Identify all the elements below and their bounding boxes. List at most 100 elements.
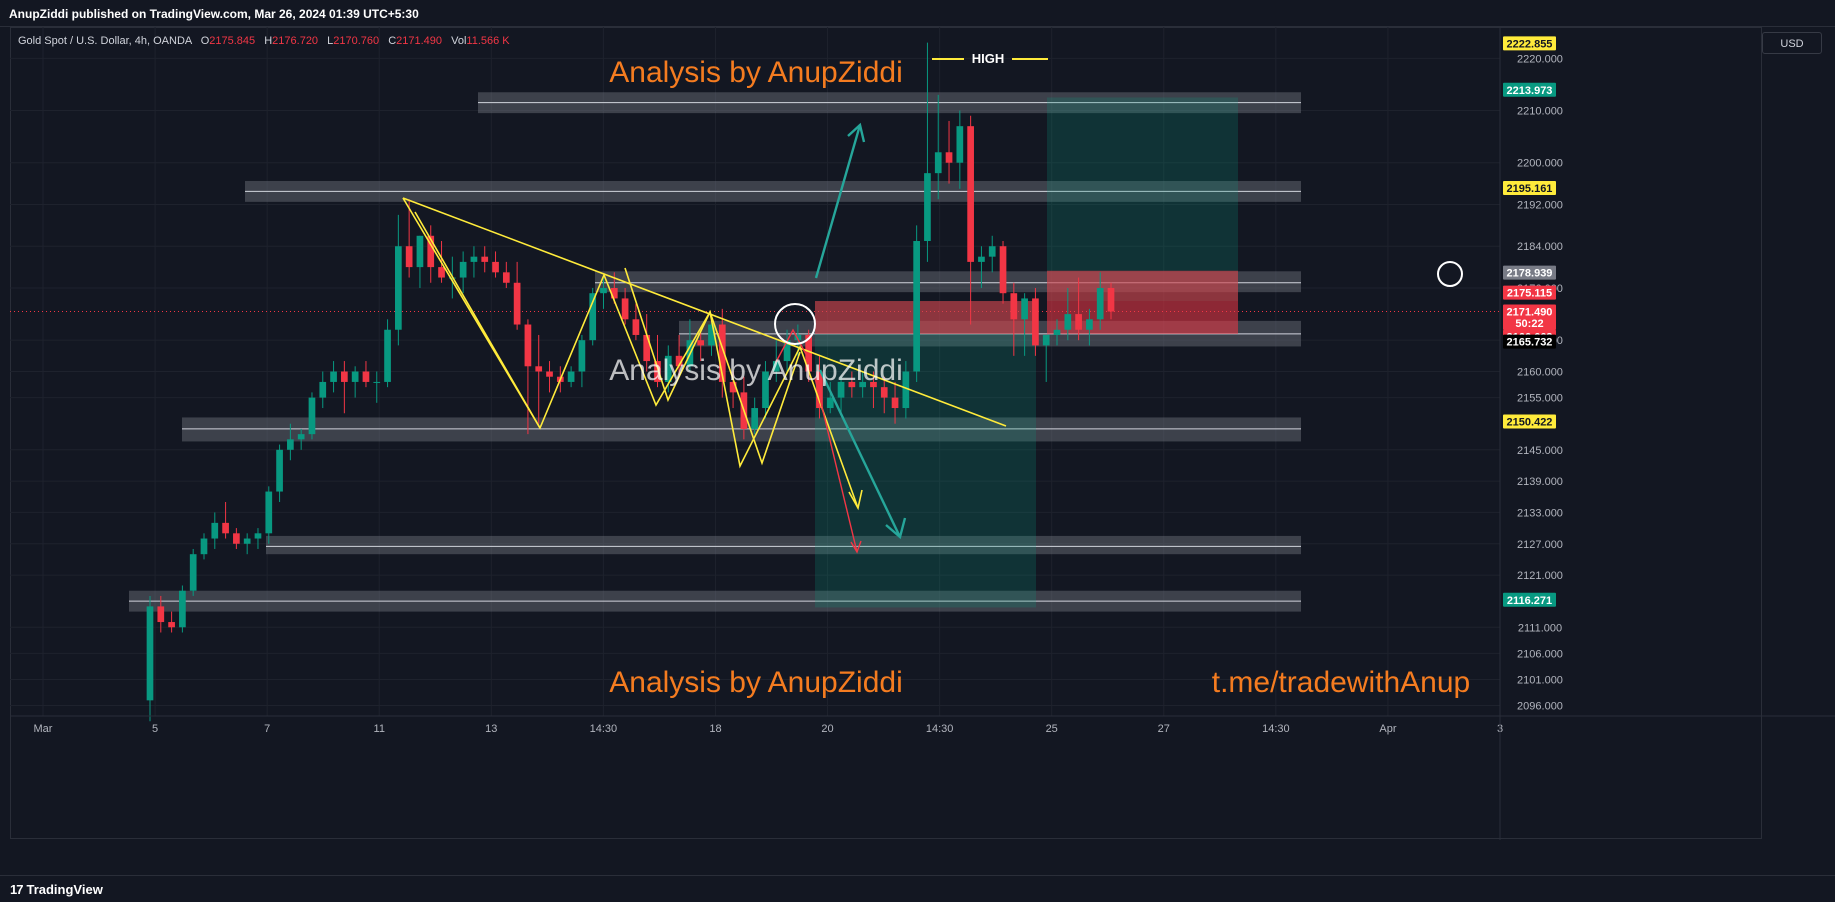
telegram-link[interactable]: t.me/tradewithAnup [1212,666,1470,699]
candle-bull[interactable] [589,293,597,341]
candle-bear[interactable] [405,246,413,268]
bullish-target-arrow[interactable] [814,124,862,279]
candle-bull[interactable] [794,334,802,341]
candle-bear[interactable] [513,282,521,325]
position-loss-area[interactable] [815,301,1036,334]
candle-bull[interactable] [265,491,273,534]
candle-bull[interactable] [470,256,478,262]
candle-bull[interactable] [200,538,208,555]
candle-bull[interactable] [913,241,920,372]
candle-bear[interactable] [546,371,553,377]
candle-bear[interactable] [1010,293,1018,320]
candle-bear[interactable] [729,381,737,393]
candle-bull[interactable] [1021,298,1028,320]
candle-bull[interactable] [762,371,769,409]
candle-bear[interactable] [502,272,510,283]
candle-bull[interactable] [988,246,996,257]
candle-bear[interactable] [816,371,823,409]
candle-bear[interactable] [1032,298,1039,346]
candle-bear[interactable] [492,261,499,273]
candle-bull[interactable] [308,397,316,435]
candle-bear[interactable] [718,324,726,382]
candle-bear[interactable] [643,334,651,362]
candle-bull[interactable] [600,287,607,294]
candle-bear[interactable] [524,324,532,367]
candle-bear[interactable] [168,622,175,628]
candle-bull[interactable] [416,235,424,268]
candle-bear[interactable] [880,387,888,398]
candle-bull[interactable] [287,439,294,450]
descending-trendline[interactable] [402,197,1007,427]
candle-bull[interactable] [772,361,780,372]
candle-bear[interactable] [967,126,974,262]
candle-bull[interactable] [978,256,985,262]
candle-bull[interactable] [297,434,305,440]
candle-bull[interactable] [276,449,283,492]
candle-bear[interactable] [891,397,899,409]
candle-bear[interactable] [438,267,445,278]
candle-bear[interactable] [341,371,348,382]
candle-bull[interactable] [179,590,186,628]
candle-bull[interactable] [567,371,575,382]
candle-bull[interactable] [783,340,791,362]
chart-pane[interactable] [10,27,1762,839]
candle-bear[interactable] [675,355,683,367]
red-projection-line[interactable] [814,377,858,553]
candle-bull[interactable] [578,340,586,372]
candle-bear[interactable] [654,361,661,382]
candle-bull[interactable] [859,381,866,388]
candle-bear[interactable] [481,256,489,262]
position-profit-area[interactable] [815,301,1036,608]
candle-bull[interactable] [254,533,262,539]
position-profit-area[interactable] [1047,97,1238,302]
candle-bear[interactable] [632,319,640,335]
candle-bear[interactable] [697,340,705,346]
candle-bear[interactable] [848,381,856,388]
candle-bear[interactable] [610,287,618,299]
candle-bull[interactable] [826,397,834,409]
candle-bull[interactable] [330,371,337,382]
pattern-inner-line[interactable] [624,267,801,466]
candle-bull[interactable] [1064,314,1072,330]
pattern-leg-line[interactable] [414,211,541,429]
candle-bear[interactable] [1107,287,1115,312]
pattern-zigzag-line[interactable] [402,197,859,509]
candle-bear[interactable] [535,366,543,372]
breakout-circle[interactable] [774,303,816,345]
tradingview-logo[interactable]: 17 TradingView [10,882,103,897]
candle-bull[interactable] [373,381,381,383]
candle-bull[interactable] [1086,319,1093,330]
marker-circle[interactable] [1437,261,1463,287]
candle-bear[interactable] [1075,314,1082,330]
candle-bear[interactable] [621,298,629,320]
candle-bull[interactable] [664,355,672,382]
candle-bull[interactable] [459,261,467,278]
candle-bull[interactable] [211,522,219,539]
candle-bull[interactable] [319,381,327,398]
candle-bear[interactable] [233,533,240,544]
candle-bull[interactable] [189,554,197,591]
candle-bull[interactable] [902,371,910,409]
sr-zone[interactable] [266,535,1301,555]
candle-bull[interactable] [924,173,931,242]
candle-bear[interactable] [362,371,370,382]
candle-bear[interactable] [157,606,165,623]
candle-bear[interactable] [945,152,953,163]
candle-bear[interactable] [222,522,229,534]
candle-bull[interactable] [934,152,942,174]
candle-bull[interactable] [395,246,402,330]
candle-bull[interactable] [956,126,964,163]
candle-bull[interactable] [1096,287,1104,320]
candle-bull[interactable] [384,329,391,382]
candle-bear[interactable] [427,235,435,268]
candle-bull[interactable] [146,606,154,701]
currency-button[interactable]: USD [1762,32,1822,54]
bearish-target-arrow[interactable] [818,369,902,538]
candle-bull[interactable] [837,381,845,398]
candle-bull[interactable] [243,538,251,544]
candle-bull[interactable] [1053,329,1061,335]
candle-bull[interactable] [351,371,359,382]
candle-bear[interactable] [805,334,813,372]
candle-bull[interactable] [708,324,715,346]
